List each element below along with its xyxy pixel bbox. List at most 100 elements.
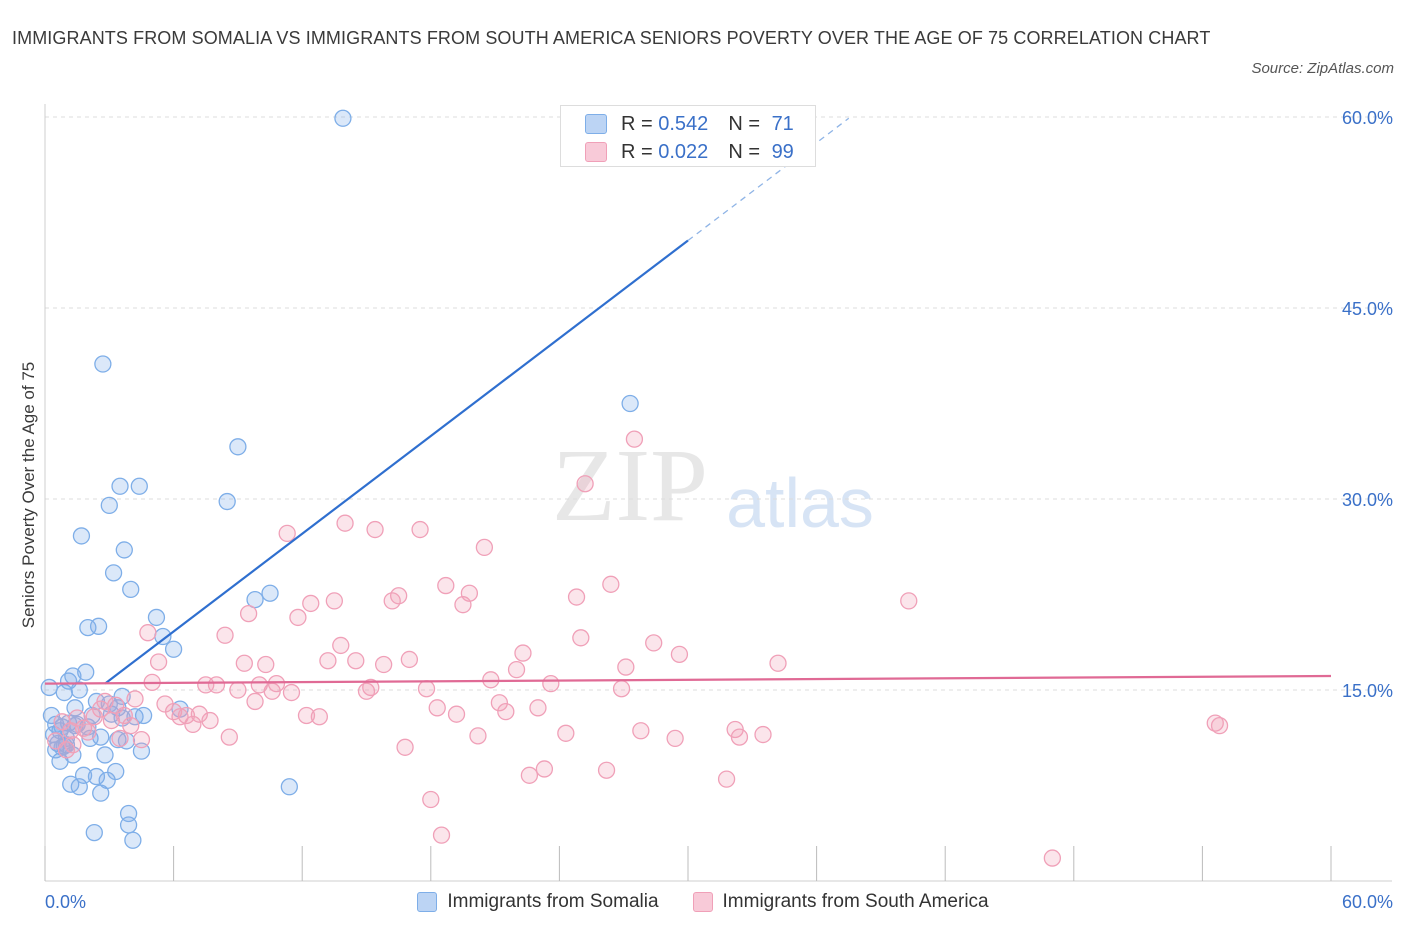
data-point [754, 725, 772, 744]
data-point [612, 680, 631, 698]
data-point [297, 706, 316, 725]
data-point [124, 831, 142, 849]
data-point [1043, 849, 1062, 867]
data-point [389, 587, 408, 605]
data-point [507, 660, 526, 679]
legend-item-south-america[interactable]: Immigrants from South America [692, 891, 989, 913]
x-tick-label: 0.0% [45, 892, 86, 912]
data-point [149, 653, 168, 671]
data-point [645, 634, 663, 652]
data-point [400, 650, 419, 669]
data-point [261, 584, 279, 602]
data-point [670, 645, 689, 663]
watermark-atlas: atlas [726, 464, 874, 542]
data-point [557, 724, 575, 742]
data-point [621, 394, 639, 413]
trend-lines [44, 117, 1332, 685]
r-value: 0.542 [658, 112, 709, 135]
stats-row-somalia: R = 0.542 N = 71 [585, 110, 794, 138]
data-point [432, 826, 451, 844]
data-point [257, 655, 275, 674]
data-point [177, 706, 196, 725]
south-america-trend-line [44, 674, 1332, 685]
y-tick-label: 45.0% [1342, 299, 1393, 319]
data-point [535, 760, 554, 778]
data-point [282, 683, 301, 702]
data-point [602, 575, 620, 593]
data-point [113, 687, 131, 706]
legend-label: Immigrants from South America [722, 891, 989, 912]
data-point [77, 663, 95, 681]
data-point [229, 681, 247, 699]
data-point [246, 692, 264, 711]
n-label: N = [728, 112, 766, 135]
data-point [239, 604, 258, 623]
data-point [94, 355, 112, 373]
somalia-swatch [417, 892, 438, 912]
tick-labels: 15.0% 30.0% 45.0% 60.0% 0.0% 60.0% [45, 108, 1393, 912]
legend-label: Immigrants from Somalia [447, 891, 659, 912]
data-point [100, 496, 118, 515]
data-point [362, 678, 380, 697]
data-point [218, 492, 236, 511]
data-point [428, 699, 446, 717]
data-point [332, 636, 350, 655]
series-legend: Immigrants from Somalia Immigrants from … [0, 888, 1406, 916]
data-point [220, 728, 238, 746]
data-point [336, 514, 354, 532]
data-point [1210, 717, 1229, 735]
data-point [666, 729, 684, 748]
data-point [132, 731, 151, 749]
data-point [520, 766, 539, 784]
legend-item-somalia[interactable]: Immigrants from Somalia [417, 891, 659, 913]
data-point [184, 715, 202, 734]
data-point [437, 576, 455, 595]
data-point [111, 729, 129, 748]
data-point [475, 538, 494, 557]
data-point [119, 804, 138, 823]
south-america-swatch [585, 142, 607, 162]
data-point [730, 728, 749, 746]
data-point [542, 674, 560, 693]
data-point [122, 580, 140, 599]
r-label: R = [621, 140, 659, 163]
stats-row-south-america: R = 0.022 N = 99 [585, 138, 794, 166]
data-point [319, 652, 337, 670]
data-point [229, 438, 247, 456]
somalia-points [40, 109, 639, 849]
data-point [64, 736, 82, 754]
axes [44, 104, 1392, 882]
n-label: N = [728, 140, 766, 163]
data-point [447, 705, 466, 723]
data-point [267, 674, 286, 693]
data-point [366, 520, 384, 539]
watermark-zip: ZIP [552, 428, 708, 543]
data-point [115, 706, 133, 725]
data-point [164, 640, 183, 658]
data-point [900, 592, 918, 610]
somalia-trend-line [104, 239, 689, 685]
data-point [347, 652, 365, 670]
data-point [107, 762, 125, 781]
data-point [92, 728, 110, 746]
stats-legend: R = 0.542 N = 71 R = 0.022 N = 99 [560, 105, 816, 167]
data-point [68, 709, 86, 727]
data-point [396, 738, 414, 756]
data-point [89, 617, 108, 635]
data-point [572, 629, 590, 647]
y-axis-label: Seniors Poverty Over the Age of 75 [19, 362, 38, 628]
n-value: 99 [771, 140, 794, 163]
n-value: 71 [771, 112, 794, 135]
data-point [134, 706, 153, 725]
data-point [40, 678, 58, 697]
data-point [126, 690, 144, 708]
data-point [514, 644, 532, 662]
data-point [717, 770, 736, 788]
data-point [769, 654, 787, 672]
data-point [216, 626, 234, 644]
gridlines [45, 116, 1392, 691]
data-point [147, 608, 166, 627]
somalia-trend-extension [687, 117, 850, 242]
data-point [96, 692, 114, 711]
